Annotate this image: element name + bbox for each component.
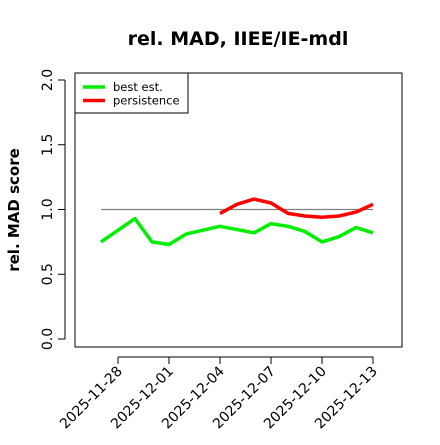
legend-box [74,72,189,114]
legend: best est.persistence [74,72,189,114]
y-tick-label: 1.5 [40,134,56,156]
plot-frame [74,72,403,348]
legend-label: persistence [113,94,180,108]
axes: 0.00.51.01.52.02025-11-282025-12-012025-… [40,69,381,433]
y-axis-label: rel. MAD score [5,148,23,272]
y-tick-label: 2.0 [40,69,56,91]
legend-label: best est. [113,80,163,94]
series [100,197,374,247]
series-line-persistence [219,197,374,220]
y-tick-label: 0.0 [40,328,56,350]
series-line-best-est [100,216,374,247]
y-tick-label: 0.5 [40,263,56,285]
chart-title: rel. MAD, IIEE/IE-mdl [128,28,349,50]
y-tick-label: 1.0 [40,198,56,220]
